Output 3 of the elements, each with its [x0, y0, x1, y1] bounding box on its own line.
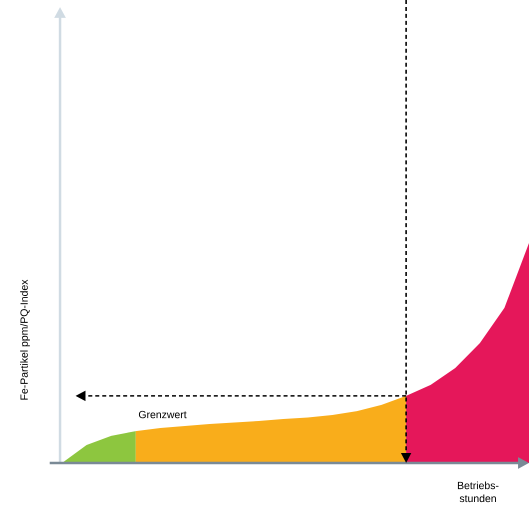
x-axis-title: Betriebs-stunden — [458, 482, 498, 502]
ref-line-label: Grenzwert — [138, 410, 187, 418]
y-axis-title: Fe-Partikel ppm/PQ-Index — [20, 280, 30, 400]
